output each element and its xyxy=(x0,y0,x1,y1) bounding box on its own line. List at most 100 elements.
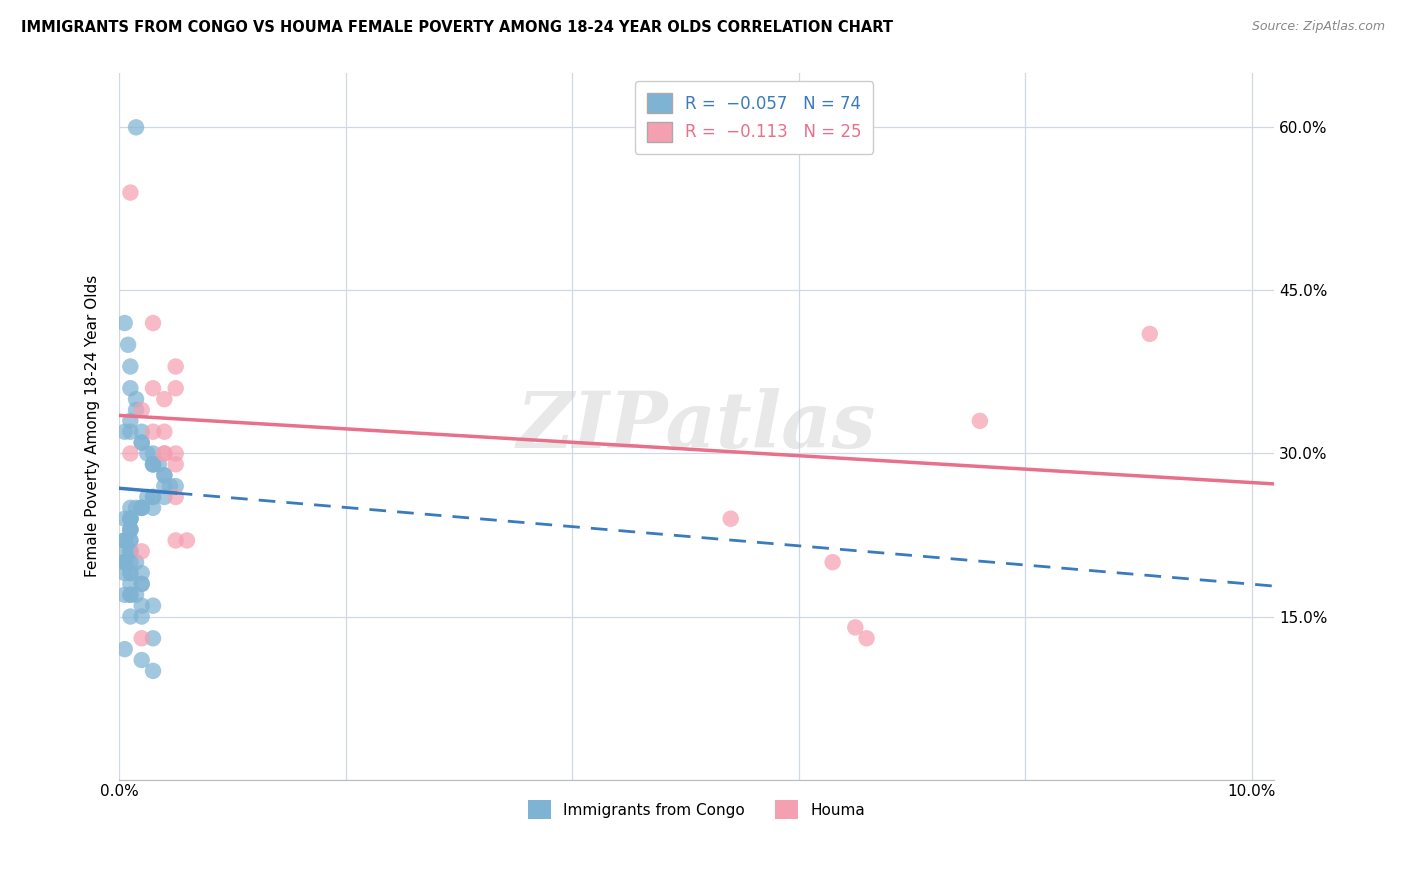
Point xyxy=(114,425,136,439)
Point xyxy=(165,359,187,374)
Point xyxy=(142,664,165,678)
Point xyxy=(125,403,148,417)
Point xyxy=(821,555,844,569)
Point xyxy=(120,425,142,439)
Point xyxy=(165,458,187,472)
Point xyxy=(844,620,866,634)
Point xyxy=(165,381,187,395)
Point xyxy=(165,490,187,504)
Point xyxy=(131,577,153,591)
Point xyxy=(142,381,165,395)
Point xyxy=(153,446,176,460)
Point xyxy=(120,511,142,525)
Point xyxy=(153,446,176,460)
Point xyxy=(114,555,136,569)
Point xyxy=(120,577,142,591)
Point xyxy=(1139,326,1161,341)
Point xyxy=(120,511,142,525)
Point xyxy=(125,120,148,135)
Point xyxy=(142,632,165,646)
Point xyxy=(142,500,165,515)
Point xyxy=(120,511,142,525)
Point xyxy=(136,490,159,504)
Point xyxy=(120,533,142,548)
Point xyxy=(114,316,136,330)
Text: ZIPatlas: ZIPatlas xyxy=(517,388,876,465)
Point xyxy=(720,511,742,525)
Point xyxy=(159,479,181,493)
Point xyxy=(120,523,142,537)
Point xyxy=(131,500,153,515)
Point xyxy=(120,523,142,537)
Point xyxy=(120,186,142,200)
Point xyxy=(153,479,176,493)
Point xyxy=(120,359,142,374)
Point xyxy=(142,446,165,460)
Point xyxy=(142,458,165,472)
Point xyxy=(142,425,165,439)
Legend: Immigrants from Congo, Houma: Immigrants from Congo, Houma xyxy=(522,794,872,825)
Y-axis label: Female Poverty Among 18-24 Year Olds: Female Poverty Among 18-24 Year Olds xyxy=(86,275,100,577)
Point xyxy=(148,458,170,472)
Point xyxy=(131,425,153,439)
Point xyxy=(114,555,136,569)
Point xyxy=(142,490,165,504)
Point xyxy=(131,435,153,450)
Point xyxy=(125,392,148,406)
Point xyxy=(131,577,153,591)
Point xyxy=(165,446,187,460)
Point xyxy=(114,533,136,548)
Point xyxy=(131,599,153,613)
Point xyxy=(969,414,991,428)
Point xyxy=(114,588,136,602)
Point xyxy=(131,435,153,450)
Point xyxy=(131,653,153,667)
Point xyxy=(125,555,148,569)
Point xyxy=(142,458,165,472)
Point xyxy=(131,544,153,558)
Point xyxy=(120,381,142,395)
Point xyxy=(120,523,142,537)
Point xyxy=(153,425,176,439)
Point xyxy=(120,588,142,602)
Point xyxy=(136,446,159,460)
Text: Source: ZipAtlas.com: Source: ZipAtlas.com xyxy=(1251,20,1385,33)
Point xyxy=(114,533,136,548)
Point xyxy=(117,338,139,352)
Point xyxy=(165,479,187,493)
Point xyxy=(131,500,153,515)
Text: IMMIGRANTS FROM CONGO VS HOUMA FEMALE POVERTY AMONG 18-24 YEAR OLDS CORRELATION : IMMIGRANTS FROM CONGO VS HOUMA FEMALE PO… xyxy=(21,20,893,35)
Point xyxy=(120,555,142,569)
Point xyxy=(131,566,153,580)
Point xyxy=(120,566,142,580)
Point xyxy=(176,533,198,548)
Point xyxy=(120,566,142,580)
Point xyxy=(131,609,153,624)
Point xyxy=(120,511,142,525)
Point xyxy=(125,588,148,602)
Point xyxy=(114,566,136,580)
Point xyxy=(114,533,136,548)
Point xyxy=(131,500,153,515)
Point xyxy=(153,468,176,483)
Point xyxy=(165,533,187,548)
Point xyxy=(131,632,153,646)
Point xyxy=(114,544,136,558)
Point xyxy=(153,392,176,406)
Point xyxy=(153,490,176,504)
Point xyxy=(142,599,165,613)
Point xyxy=(120,544,142,558)
Point xyxy=(131,403,153,417)
Point xyxy=(114,511,136,525)
Point xyxy=(120,588,142,602)
Point xyxy=(142,316,165,330)
Point xyxy=(114,555,136,569)
Point xyxy=(142,458,165,472)
Point xyxy=(855,632,877,646)
Point xyxy=(114,642,136,657)
Point xyxy=(142,490,165,504)
Point xyxy=(125,500,148,515)
Point xyxy=(153,468,176,483)
Point xyxy=(120,500,142,515)
Point xyxy=(120,533,142,548)
